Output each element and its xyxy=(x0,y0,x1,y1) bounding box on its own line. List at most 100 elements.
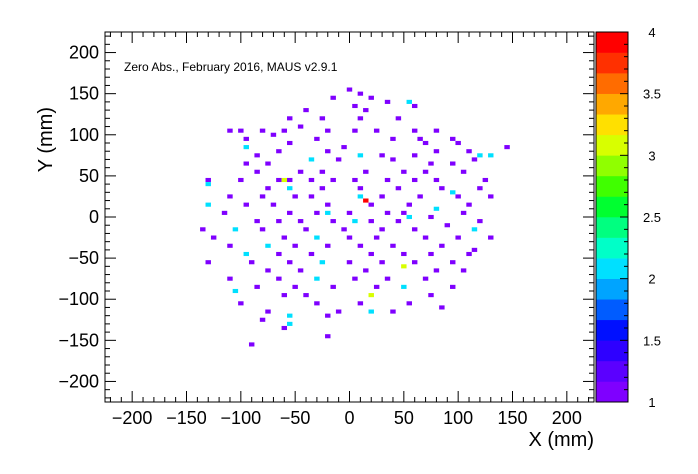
heatmap-cell xyxy=(325,313,331,318)
heatmap-cell xyxy=(330,177,336,183)
heatmap-cell xyxy=(276,276,282,281)
heatmap-cell xyxy=(227,243,233,248)
heatmap-cell xyxy=(450,161,456,166)
heatmap-cell xyxy=(433,268,440,273)
heatmap-cell xyxy=(373,128,380,133)
heatmap-cell xyxy=(428,161,434,166)
y-axis-title: Y (mm) xyxy=(35,107,57,172)
heatmap-cell xyxy=(411,128,418,133)
heatmap-cell xyxy=(373,235,380,240)
heatmap-cell xyxy=(303,108,309,113)
heatmap-cell xyxy=(439,186,445,191)
heatmap-cell xyxy=(352,219,358,224)
heatmap-cell xyxy=(433,128,440,133)
heatmap-cell xyxy=(259,194,266,199)
heatmap-cell xyxy=(265,309,271,314)
heatmap-cell xyxy=(303,227,309,232)
heatmap-cell xyxy=(411,227,418,232)
colorbar-tick-label: 2.5 xyxy=(643,210,661,225)
heatmap-cell xyxy=(221,210,228,215)
heatmap-cell xyxy=(477,153,483,158)
heatmap-cell xyxy=(287,321,293,326)
heatmap-cell xyxy=(341,227,347,232)
heatmap-cell xyxy=(363,198,369,203)
heatmap-cell xyxy=(390,136,396,141)
x-tick-label: 50 xyxy=(394,408,414,428)
heatmap-cell xyxy=(270,132,277,137)
heatmap-cell xyxy=(433,177,440,183)
heatmap-cell xyxy=(297,268,304,273)
heatmap-cell xyxy=(363,268,369,273)
heatmap-cell xyxy=(466,149,472,154)
heatmap-cell xyxy=(292,243,298,248)
heatmap-cell xyxy=(417,136,423,141)
heatmap-cell xyxy=(390,309,396,314)
heatmap-cell xyxy=(395,186,402,191)
heatmap-cell xyxy=(303,293,309,298)
heatmap-cell xyxy=(357,116,364,121)
heatmap-cell xyxy=(243,161,249,166)
y-tick-label: −150 xyxy=(58,330,99,350)
heatmap-cell xyxy=(314,301,320,306)
x-axis-title: X (mm) xyxy=(528,429,594,451)
heatmap-cell xyxy=(373,284,380,289)
heatmap-cell xyxy=(325,149,331,154)
heatmap-cell xyxy=(254,169,260,174)
heatmap-cell xyxy=(319,260,326,265)
y-axis-ticks: −200 −150 −100 −50 0 50 100 150 200 xyxy=(58,35,594,399)
heatmap-cell xyxy=(411,260,418,265)
heatmap-cell xyxy=(227,194,233,199)
heatmap-cell xyxy=(287,260,293,265)
plot-annotation: Zero Abs., February 2016, MAUS v2.9.1 xyxy=(124,60,338,74)
heatmap-cell xyxy=(248,260,255,265)
heatmap-cell xyxy=(330,95,336,100)
heatmap-cell xyxy=(314,210,320,215)
heatmap-cell xyxy=(281,128,288,133)
heatmap-cell xyxy=(390,157,396,162)
heatmap-cell xyxy=(287,116,293,121)
heatmap-cell xyxy=(308,194,315,199)
heatmap-cell xyxy=(352,276,358,281)
heatmap-cell xyxy=(325,128,331,133)
heatmap-cell xyxy=(292,284,298,289)
colorbar-segment xyxy=(596,196,628,218)
heatmap-cell xyxy=(254,284,260,289)
heatmap-cell xyxy=(455,140,461,146)
heatmap-cell xyxy=(238,128,244,133)
heatmap-cell xyxy=(357,243,364,248)
heatmap-cell xyxy=(357,194,364,199)
heatmap-cell xyxy=(346,87,353,92)
heatmap-cell xyxy=(444,223,451,228)
heatmap-cell xyxy=(379,194,385,199)
heatmap-cell xyxy=(281,177,288,183)
heatmap-cell xyxy=(308,177,315,183)
heatmap-cell xyxy=(417,194,423,199)
heatmap-cell xyxy=(428,293,434,298)
heatmap-cell xyxy=(471,157,478,162)
heatmap-cell xyxy=(254,153,260,158)
heatmap-cell xyxy=(406,214,412,220)
heatmap-cell xyxy=(488,235,494,240)
colorbar-tick-label: 1 xyxy=(648,395,655,410)
colorbar-tick-label: 4 xyxy=(648,25,655,40)
heatmap-cell xyxy=(276,149,282,154)
heatmap-cell xyxy=(368,293,374,298)
heatmap-cell xyxy=(297,219,304,224)
colorbar-segment xyxy=(596,340,628,362)
heatmap-cell xyxy=(368,219,374,224)
heatmap-cell xyxy=(205,202,211,207)
heatmap-cell xyxy=(439,243,445,248)
heatmap-cell xyxy=(254,219,260,224)
heatmap-cell xyxy=(325,202,331,207)
heatmap-cell xyxy=(357,153,364,158)
heatmap-cell xyxy=(287,210,293,215)
heatmap-cell xyxy=(238,301,244,306)
heatmap-cell xyxy=(270,202,277,207)
colorbar-segment xyxy=(596,155,628,177)
heatmap-cell xyxy=(346,260,353,265)
heatmap-cell xyxy=(401,210,407,215)
heatmap-cell xyxy=(384,276,391,281)
heatmap-cell xyxy=(488,194,494,199)
heatmap-cell xyxy=(210,235,217,240)
